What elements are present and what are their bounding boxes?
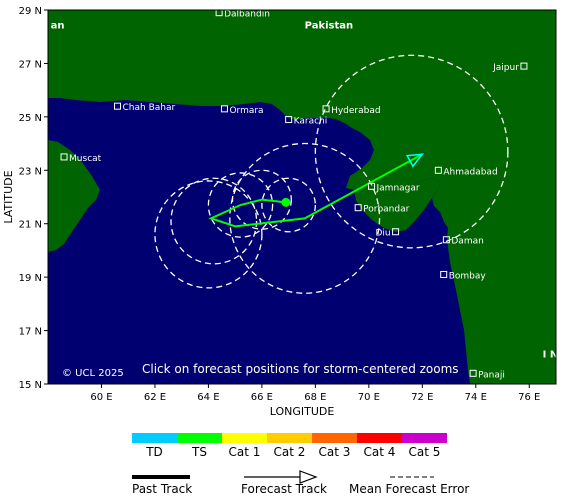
error-circle [261, 177, 317, 233]
city-marker [285, 116, 293, 124]
lat-tick-label: 15 N [19, 380, 42, 391]
city-marker [322, 105, 330, 113]
city-marker [114, 102, 122, 110]
city-label: Dalbandin [224, 10, 270, 20]
city-marker [354, 204, 362, 212]
lon-tick-label: 72 E [411, 392, 433, 403]
lon-tick-label: 60 E [90, 392, 112, 403]
city-label: Jamnagar [376, 183, 420, 193]
legend-label: TS [191, 445, 207, 459]
legend-swatch [402, 433, 447, 443]
city-marker [60, 153, 68, 161]
city-label: Karachi [294, 117, 328, 127]
lat-tick-label: 21 N [19, 220, 42, 231]
x-axis-title: LONGITUDE [270, 405, 335, 418]
legend-swatch [312, 433, 357, 443]
country-labels: Pakistan an I N [51, 21, 559, 361]
legend-label: Cat 2 [274, 445, 306, 459]
zoom-hint-text: Click on forecast positions for storm-ce… [142, 362, 459, 376]
legend-label: Cat 3 [319, 445, 351, 459]
lon-tick-label: 62 E [144, 392, 166, 403]
forecast-arrow-head [405, 153, 424, 168]
lon-tick-label: 66 E [251, 392, 273, 403]
lon-tick-label: 64 E [197, 392, 219, 403]
y-axis-title: LATITUDE [2, 170, 15, 223]
city-marker [520, 62, 528, 70]
lon-tick-label: 74 E [465, 392, 487, 403]
legend-swatch [177, 433, 222, 443]
city-label: Diu [375, 229, 390, 239]
landmass-kathiawar [354, 178, 440, 232]
error-circle [154, 180, 263, 289]
lon-tick-label: 68 E [304, 392, 326, 403]
city-label: Porbandar [363, 205, 409, 215]
city-label: Bombay [449, 271, 487, 281]
city-marker [220, 105, 228, 113]
city-label: Muscat [69, 154, 102, 164]
city-marker [440, 270, 448, 278]
longitude-axis: 60 E 62 E 64 E 66 E 68 E 70 E 72 E 74 E 76 E [90, 384, 540, 403]
plot-frame [47, 9, 557, 385]
legend-swatch [357, 433, 402, 443]
intensity-legend: TD TS Cat 1 Cat 2 Cat 3 Cat 4 Cat 5 [132, 433, 447, 459]
legend-label: Cat 1 [229, 445, 261, 459]
city-marker [434, 166, 442, 174]
mean-forecast-error-circles [154, 54, 509, 294]
city-label: Ormara [229, 106, 263, 116]
legend-swatch [222, 433, 267, 443]
mean-error-label: Mean Forecast Error [349, 482, 469, 496]
latitude-axis: 29 N 27 N 25 N 23 N 21 N 19 N 17 N 15 N [19, 6, 48, 391]
city-label: Chah Bahar [123, 103, 176, 113]
city-marker [469, 369, 477, 377]
legend-label: TD [145, 445, 163, 459]
landmass-oman [48, 140, 100, 252]
error-circle [207, 172, 274, 238]
city-label: Daman [451, 237, 483, 247]
country-label: Pakistan [305, 21, 354, 32]
lat-tick-label: 29 N [19, 6, 42, 17]
city-label: Hyderabad [331, 106, 381, 116]
current-position-marker [281, 197, 291, 207]
city-marker [392, 228, 400, 236]
legend-swatch [267, 433, 312, 443]
landmass-iran-pakistan-india [48, 10, 556, 384]
lon-tick-label: 76 E [518, 392, 540, 403]
forecast-track-label: Forecast Track [241, 482, 327, 496]
country-label: an [51, 21, 65, 32]
track-legend: Past Track Forecast Track Mean Forecast … [132, 470, 469, 496]
legend-swatch [132, 433, 177, 443]
error-circle [314, 54, 509, 249]
forecast-arrow-icon [299, 470, 318, 484]
legend-label: Cat 5 [409, 445, 441, 459]
lat-tick-label: 23 N [19, 166, 42, 177]
past-track-label: Past Track [132, 482, 192, 496]
lat-tick-label: 27 N [19, 59, 42, 70]
city-marker [368, 182, 376, 190]
error-circle [229, 142, 381, 294]
city-markers: Dalbandin Chah Bahar Ormara HyderabadKarach… [60, 10, 528, 380]
lat-tick-label: 17 N [19, 327, 42, 338]
country-label: I N [543, 349, 559, 360]
legend-label: Cat 4 [364, 445, 396, 459]
storm-tracks [208, 153, 424, 228]
copyright-text: © UCL 2025 [62, 368, 124, 379]
city-marker [442, 236, 450, 244]
lon-tick-label: 70 E [358, 392, 380, 403]
city-label: Jaipur [492, 63, 519, 73]
map-plot-area[interactable]: Dalbandin Chah Bahar Ormara HyderabadKarach… [48, 10, 558, 384]
city-label: Panaji [478, 370, 505, 380]
error-circle [170, 177, 258, 265]
forecast-track-line [208, 153, 423, 228]
lat-tick-label: 25 N [19, 113, 42, 124]
city-marker [215, 10, 223, 17]
lat-tick-label: 19 N [19, 273, 42, 284]
city-label: Ahmadabad [443, 167, 497, 177]
